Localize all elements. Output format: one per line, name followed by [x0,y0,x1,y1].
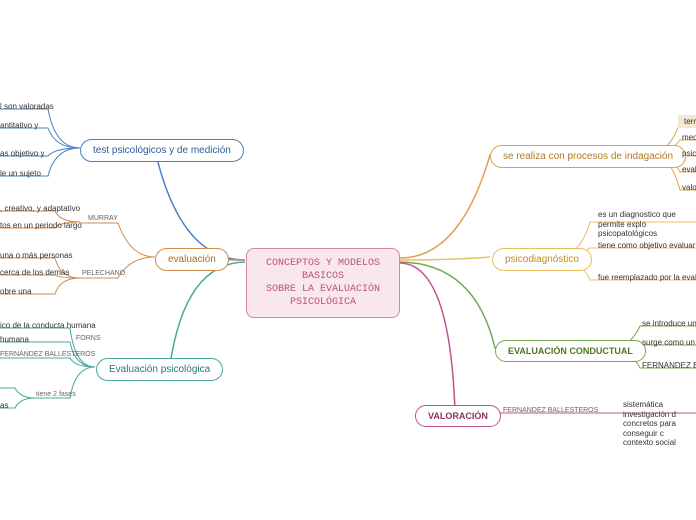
leaf-eval-3: cerca de los demás [0,268,69,277]
leaf-eval-0: , creativo, y adaptativo [0,204,80,213]
leaf-test-3: le un sujeto [0,169,41,178]
center-node: CONCEPTOS Y MODELOS BASICOS SOBRE LA EVA… [246,248,400,318]
sublabel-forns: FORNS [76,335,101,342]
leaf-psico-2: as [0,401,8,410]
center-line1: CONCEPTOS Y MODELOS BASICOS [266,258,380,282]
leaf-eval-4: obre una [0,287,32,296]
leaf-eval-2: una o más personas [0,251,73,260]
branch-evalpsico[interactable]: Evaluación psicológica [96,358,223,381]
leaf-test-0: l son valoradas [0,102,54,111]
leaf-indag-3: evalu [682,165,696,174]
leaf-indag-2: psico [682,149,696,158]
leaf-eval-1: tos en un periodo largo [0,221,82,230]
branch-conductual[interactable]: EVALUACIÓN CONDUCTUAL [495,340,646,362]
branch-evaluacion[interactable]: evaluación [155,248,229,271]
leaf-pd-2: fue reemplazado por la evaluación [598,273,696,282]
leaf-psico-0: ico de la conducta humana [0,321,96,330]
leaf-cond-1: surge como un proc [642,338,696,347]
sublabel-pelechano: PELECHANO [82,270,125,277]
branch-valoracion[interactable]: VALORACIÓN [415,405,501,427]
leaf-test-1: antitativo y [0,121,38,130]
term-box: termi [678,115,696,128]
leaf-cond-0: se introduce una pe [642,319,696,328]
leaf-psico-1: humana [0,335,29,344]
sublabel-murray: MURRAY [88,215,118,222]
leaf-test-2: as objetivo y [0,149,44,158]
leaf-indag-1: medi [682,133,696,142]
sublabel-fases: tiene 2 fases [36,391,76,398]
sublabel-valoracion: FERNANDEZ BALLESTEROS [503,407,598,414]
leaf-indag-4: valor [682,183,696,192]
branch-indagacion[interactable]: se realiza con procesos de indagación [490,145,686,168]
branch-psicodiag[interactable]: psicodiagnóstico [492,248,592,271]
branch-test[interactable]: test psicológicos y de medición [80,139,244,162]
leaf-valoracion: sistemática investigación d concretos pa… [623,400,696,448]
center-line2: SOBRE LA EVALUACIÓN PSICOLÓGICA [266,284,380,308]
leaf-cond-2: FERNANDEZ BALLES [642,361,696,370]
leaf-pd-0: es un diagnostico que permite explo psic… [598,210,696,239]
sublabel-fernandez: FERNÁNDEZ BALLESTEROS [0,351,95,358]
leaf-pd-1: tiene como objetivo evaluar el diag [598,241,696,250]
